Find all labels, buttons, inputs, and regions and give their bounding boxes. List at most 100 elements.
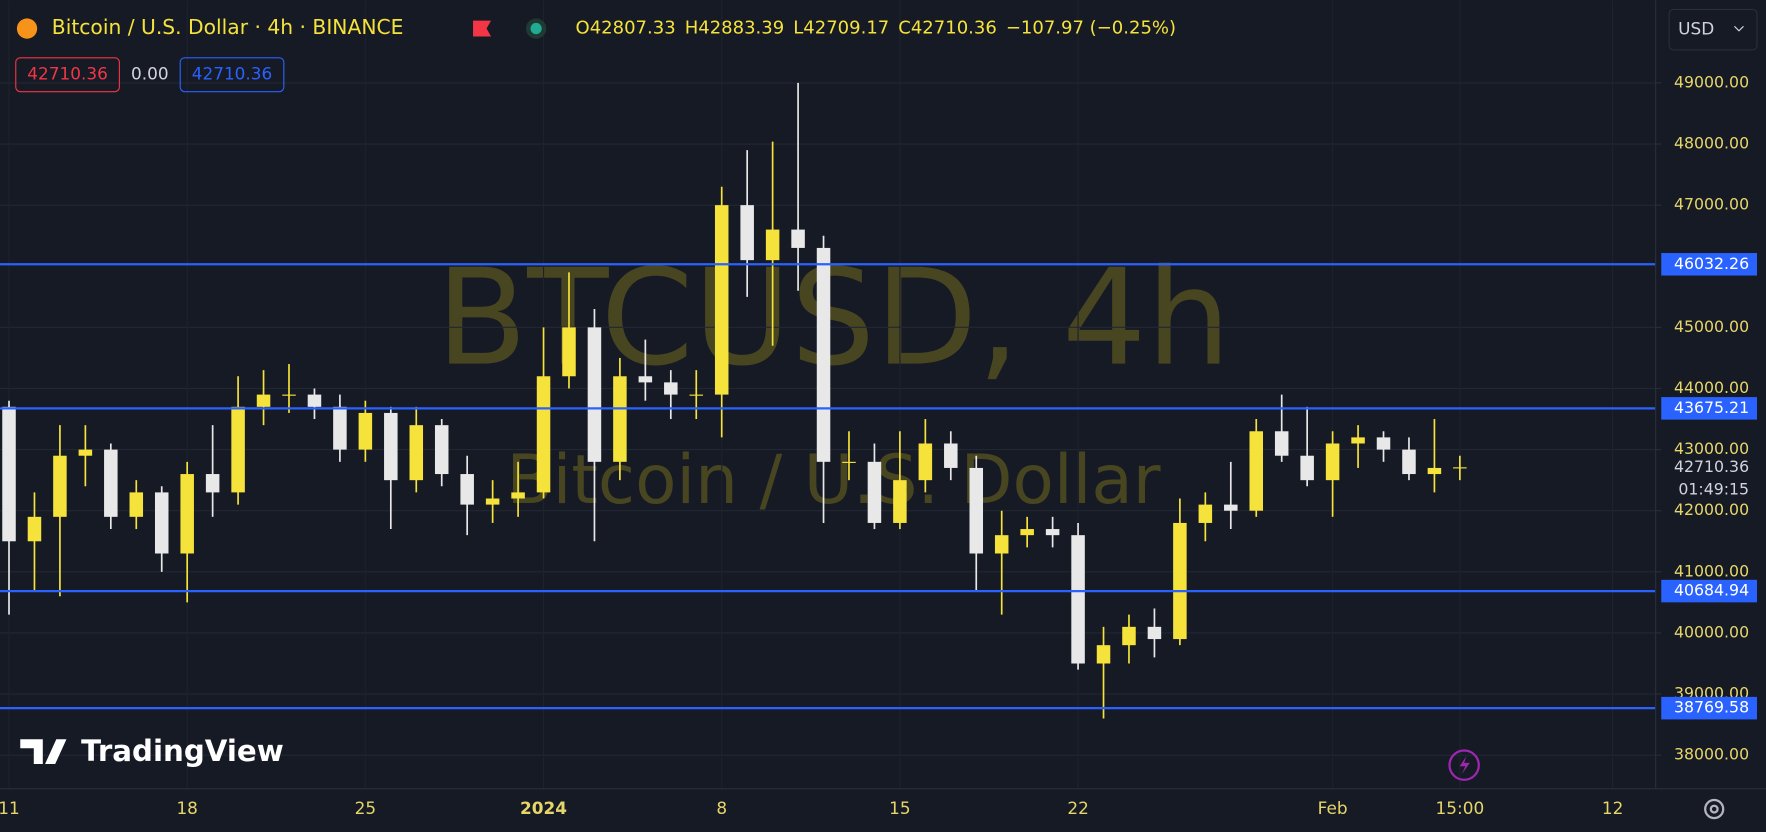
level-label-box [1661, 397, 1757, 420]
ohlc-letter: H [685, 18, 699, 39]
ohlc-letter: O [576, 18, 590, 39]
candle-body [307, 394, 322, 407]
change: −107.97 (−0.25%) [1006, 18, 1176, 39]
candle-body [918, 443, 933, 481]
alert-icon[interactable] [1448, 749, 1480, 781]
candle-body [434, 425, 449, 475]
candle-body [562, 327, 576, 377]
ask-price: 42710.36 [192, 64, 273, 84]
candle-body [867, 461, 882, 523]
last-price: 42710.36 [1674, 457, 1749, 476]
ohlc-letter: L [793, 18, 803, 39]
candle-body [1147, 626, 1162, 640]
candle-body [1249, 431, 1264, 511]
ohlc-value: 42709.17 [803, 18, 889, 39]
x-tick-label: 25 [355, 798, 376, 818]
candle-body [27, 516, 42, 542]
candle-body [1096, 645, 1111, 664]
x-tick-label: 8 [716, 798, 727, 818]
candle-body [53, 455, 67, 517]
candle-body [129, 492, 144, 517]
x-tick-label: 15 [889, 798, 910, 818]
y-tick-label: 44000.00 [1674, 378, 1749, 397]
candle-body [740, 205, 754, 261]
status-dot [530, 22, 542, 35]
candle-body [1122, 626, 1136, 646]
level-label: 38769.58 [1674, 698, 1749, 717]
level-label: 43675.21 [1674, 398, 1749, 417]
candle-body [587, 327, 602, 462]
ask-box[interactable] [179, 57, 285, 93]
y-tick-label: 38000.00 [1674, 745, 1749, 764]
bid-box[interactable] [15, 57, 120, 93]
candle-body [384, 412, 398, 481]
symbol-title[interactable]: Bitcoin / U.S. Dollar · 4h · BINANCE [52, 15, 404, 39]
x-tick-label: 18 [176, 798, 197, 818]
candle-body [485, 498, 500, 505]
level-label: 40684.94 [1674, 581, 1749, 600]
candle-body [1173, 522, 1187, 640]
candle-body [1300, 455, 1314, 481]
candle-body [1427, 467, 1442, 475]
candle-body [180, 474, 194, 554]
candle-body [1351, 437, 1365, 444]
candle-body [638, 376, 653, 383]
candle-body [613, 376, 627, 462]
candle-body [816, 247, 831, 462]
candle-body [333, 406, 347, 450]
x-tick-label: 11 [0, 798, 20, 818]
candle-body [944, 443, 958, 468]
ohlc-value: 42883.39 [698, 18, 784, 39]
candle-body [1376, 437, 1391, 450]
candle-body [358, 412, 373, 450]
candle-body [1071, 535, 1085, 664]
y-tick-label: 42000.00 [1674, 500, 1749, 519]
y-tick-label: 48000.00 [1674, 134, 1749, 153]
level-label-box [1661, 253, 1757, 276]
candle-body [893, 480, 907, 523]
brand-name[interactable]: TradingView [81, 734, 284, 768]
candle-body [460, 474, 474, 505]
candle-body [1325, 443, 1340, 481]
candle-body [791, 229, 805, 248]
symbol-icon [16, 18, 38, 39]
candle-body [1402, 449, 1416, 475]
ohlc-value: 42807.33 [590, 18, 676, 39]
currency-select[interactable] [1668, 8, 1758, 51]
candle-body [714, 205, 729, 395]
ohlc-value: 42710.36 [911, 18, 997, 39]
countdown: 01:49:15 [1678, 479, 1749, 498]
y-tick-label: 43000.00 [1674, 439, 1749, 458]
settings-icon[interactable] [1704, 798, 1725, 820]
candle-body [2, 406, 16, 542]
candle-body [1198, 504, 1213, 523]
x-tick-label: 12 [1602, 798, 1623, 818]
candle-body [1453, 467, 1467, 469]
flag-icon[interactable] [473, 20, 492, 37]
candle-body [511, 492, 525, 499]
candle-body [205, 474, 220, 493]
currency: USD [1678, 19, 1714, 39]
alert-bolt [1459, 756, 1470, 775]
brand-icon [20, 739, 67, 765]
candle-body [1045, 529, 1060, 536]
candle-body [969, 467, 984, 554]
level-label-box [1661, 696, 1757, 720]
candle-body [154, 492, 169, 554]
level-label: 46032.26 [1674, 254, 1749, 273]
candle-body [994, 535, 1009, 554]
y-tick-label: 45000.00 [1674, 317, 1749, 336]
candle-body [256, 394, 271, 407]
y-tick-label: 40000.00 [1674, 622, 1749, 641]
candle-body [765, 229, 780, 261]
spread: 0.00 [131, 64, 169, 84]
watermark-subtitle: Bitcoin / U.S. Dollar [506, 440, 1160, 519]
x-tick-label: 22 [1067, 798, 1088, 818]
y-tick-label: 47000.00 [1674, 195, 1749, 214]
y-tick-label: 41000.00 [1674, 561, 1749, 580]
y-tick-label: 49000.00 [1674, 72, 1749, 91]
bid-price: 42710.36 [27, 64, 108, 84]
